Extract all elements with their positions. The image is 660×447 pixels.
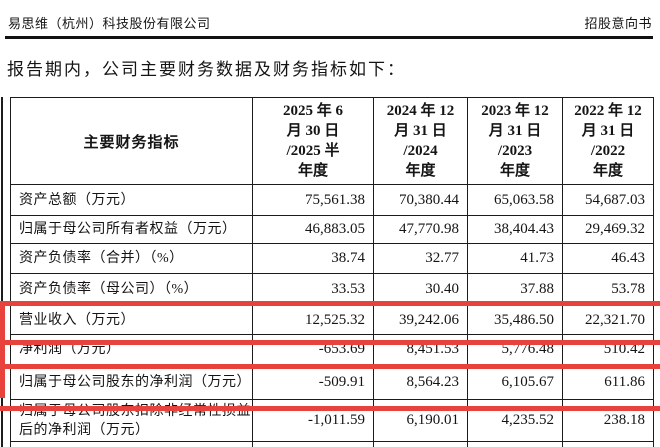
value-cell: 38,404.43 [467, 215, 563, 244]
value-cell: 35,486.50 [467, 305, 563, 335]
value-cell: -653.69 [252, 334, 374, 365]
value-cell: 510.42 [562, 334, 654, 365]
clipped-cell [252, 441, 374, 447]
table-row: 归属于母公司股东扣除非经常性损益后的净利润（万元） -1,011.59 6,190.… [10, 399, 654, 442]
running-header: 易思维（杭州）科技股份有限公司 招股意向书 [8, 13, 652, 32]
table-row-highlighted: 归属于母公司股东的净利润（万元） -509.91 8,564.23 6,105.67 6… [10, 364, 654, 400]
value-cell: 8,564.23 [373, 364, 468, 400]
value-cell: 46,883.05 [252, 215, 374, 244]
value-cell: 53.78 [562, 273, 654, 306]
table-row: 净利润（万元） -653.69 8,451.53 5,776.48 510.42 [10, 334, 654, 365]
value-cell: 32.77 [373, 243, 468, 274]
value-cell: 46.43 [562, 243, 654, 274]
indicator-label-cell: 资产负债率（母公司）（%） [10, 273, 253, 306]
value-cell: 5,776.48 [467, 334, 563, 365]
clipped-cell [373, 441, 468, 447]
clipped-cell [467, 441, 563, 447]
value-cell: -1,011.59 [252, 399, 374, 442]
table-row: 资产总额（万元） 75,561.38 70,380.44 65,063.58 54,68… [10, 184, 654, 216]
value-cell: 54,687.03 [562, 184, 654, 216]
period-header-cell: 2023 年 12 月 31 日 /2023 年度 [467, 97, 563, 185]
intro-text: 报告期内，公司主要财务数据及财务指标如下： [7, 60, 406, 79]
value-cell: 39,242.06 [373, 305, 468, 335]
indicator-label-cell: 归属于母公司所有者权益（万元） [10, 215, 253, 244]
value-cell: 75,561.38 [252, 184, 374, 216]
clipped-cell [562, 441, 654, 447]
value-cell: 65,063.58 [467, 184, 563, 216]
indicator-label-cell: 净利润（万元） [10, 334, 253, 365]
table-row-highlighted: 营业收入（万元） 12,525.32 39,242.06 35,486.50 22,32… [10, 305, 654, 335]
financial-indicators-table: 主要财务指标 2025 年 6 月 30 日 /2025 半 年度 2024 年 … [10, 97, 654, 447]
value-cell: 238.18 [562, 399, 654, 442]
value-cell: 22,321.70 [562, 305, 654, 335]
period-header-cell: 2024 年 12 月 31 日 /2024 年度 [373, 97, 468, 185]
value-cell: 611.86 [562, 364, 654, 400]
table-row: 归属于母公司所有者权益（万元） 46,883.05 47,770.98 38,404.… [10, 215, 654, 244]
value-cell: 6,190.01 [373, 399, 468, 442]
indicator-header-cell: 主要财务指标 [10, 97, 253, 185]
header-divider [5, 36, 653, 39]
indicator-label-cell: 归属于母公司股东扣除非经常性损益后的净利润（万元） [10, 399, 253, 442]
value-cell: 33.53 [252, 273, 374, 306]
value-cell: 12,525.32 [252, 305, 374, 335]
company-name: 易思维（杭州）科技股份有限公司 [8, 16, 211, 31]
indicator-label-cell: 资产总额（万元） [10, 184, 253, 216]
value-cell: 37.88 [467, 273, 563, 306]
value-cell: 38.74 [252, 243, 374, 274]
value-cell: 41.73 [467, 243, 563, 274]
indicator-label-cell: 归属于母公司股东的净利润（万元） [10, 364, 253, 400]
table: 主要财务指标 2025 年 6 月 30 日 /2025 半 年度 2024 年 … [10, 97, 654, 447]
value-cell: 29,469.32 [562, 215, 654, 244]
value-cell: 4,235.52 [467, 399, 563, 442]
table-row: 资产负债率（合并）（%） 38.74 32.77 41.73 46.43 [10, 243, 654, 274]
value-cell: 6,105.67 [467, 364, 563, 400]
value-cell: -509.91 [252, 364, 374, 400]
indicator-label-cell: 营业收入（万元） [10, 305, 253, 335]
doc-type-label: 招股意向书 [584, 16, 652, 31]
table-row-clipped [10, 441, 654, 447]
clipped-cell [10, 441, 253, 447]
table-row: 资产负债率（母公司）（%） 33.53 30.40 37.88 53.78 [10, 273, 654, 306]
value-cell: 8,451.53 [373, 334, 468, 365]
indicator-label-cell: 资产负债率（合并）（%） [10, 243, 253, 274]
table-left-double-border [1, 97, 3, 447]
period-header-cell: 2025 年 6 月 30 日 /2025 半 年度 [252, 97, 374, 185]
value-cell: 30.40 [373, 273, 468, 306]
table-header-row: 主要财务指标 2025 年 6 月 30 日 /2025 半 年度 2024 年 … [10, 97, 654, 185]
value-cell: 47,770.98 [373, 215, 468, 244]
value-cell: 70,380.44 [373, 184, 468, 216]
period-header-cell: 2022 年 12 月 31 日 /2022 年度 [562, 97, 654, 185]
